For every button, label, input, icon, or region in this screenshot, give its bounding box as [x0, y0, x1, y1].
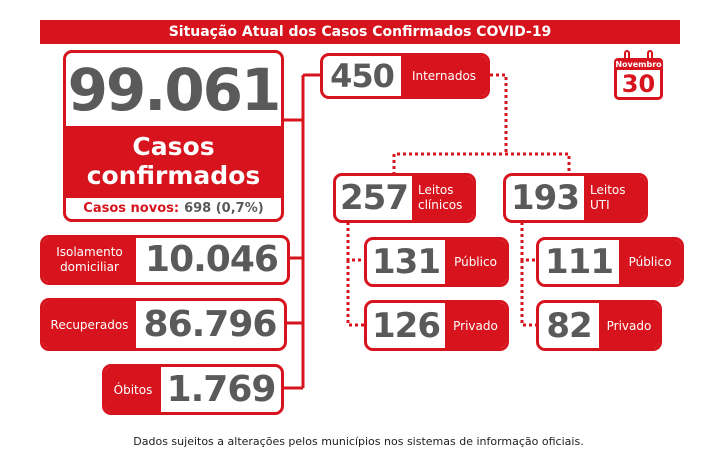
clinical-public-card: 131 Público: [364, 237, 509, 287]
hospitalized-value-box: 450: [323, 56, 401, 96]
icu-beds-label-line2: UTI: [590, 198, 610, 212]
icu-private-label: Privado: [606, 318, 652, 333]
page-title: Situação Atual dos Casos Confirmados COV…: [168, 24, 552, 40]
icu-private-label-box: Privado: [599, 303, 659, 348]
icu-beds-value: 193: [511, 178, 580, 218]
isolation-label-line1: Isolamento: [56, 245, 123, 259]
clinical-private-card: 126 Privado: [364, 300, 509, 351]
confirmed-label-line2: confirmados: [86, 161, 261, 190]
icu-beds-value-box: 193: [506, 176, 584, 220]
header-banner: Situação Atual dos Casos Confirmados COV…: [40, 20, 680, 44]
icu-public-value-box: 111: [539, 240, 619, 284]
calendar-day-box: 30: [614, 70, 663, 100]
clinical-beds-card: 257 Leitos clínicos: [333, 173, 476, 223]
hospitalized-label-box: Internados: [401, 56, 487, 96]
icu-public-label-box: Público: [619, 240, 681, 284]
hospitalized-label: Internados: [411, 69, 477, 83]
calendar-month: Novembro: [614, 58, 663, 70]
clinical-beds-label-line2: clínicos: [418, 198, 463, 212]
clinical-private-label: Privado: [453, 318, 498, 333]
deaths-label: Óbitos: [113, 382, 153, 397]
icu-private-card: 82 Privado: [536, 300, 662, 351]
icu-public-value: 111: [545, 242, 614, 282]
clinical-private-label-box: Privado: [445, 303, 506, 348]
calendar-month-label: Novembro: [615, 59, 662, 69]
calendar-icon: Novembro 30: [614, 50, 663, 100]
footer-note: Dados sujeitos a alterações pelos municí…: [133, 434, 584, 448]
clinical-public-value: 131: [372, 242, 441, 282]
confirmed-value-box: 99.061: [66, 53, 281, 126]
recovered-card: Recuperados 86.796: [40, 298, 287, 351]
clinical-public-label: Público: [454, 255, 497, 269]
clinical-private-value-box: 126: [367, 303, 445, 348]
recovered-label-box: Recuperados: [43, 301, 136, 348]
isolation-value-box: 10.046: [136, 238, 287, 282]
isolation-card: Isolamento domiciliar 10.046: [40, 235, 290, 285]
deaths-card: Óbitos 1.769: [102, 364, 284, 415]
confirmed-label-box: Casos confirmados: [66, 126, 281, 198]
hospitalized-value: 450: [330, 57, 395, 95]
clinical-beds-label-line1: Leitos: [418, 183, 454, 197]
clinical-beds-value-box: 257: [336, 176, 412, 220]
deaths-value-box: 1.769: [161, 367, 281, 412]
confirmed-value: 99.061: [67, 55, 281, 124]
hospitalized-card: 450 Internados: [320, 53, 490, 99]
icu-public-card: 111 Público: [536, 237, 684, 287]
recovered-label: Recuperados: [50, 317, 129, 332]
deaths-label-box: Óbitos: [105, 367, 161, 412]
clinical-private-value: 126: [372, 305, 441, 346]
new-cases-label: Casos novos:: [83, 201, 180, 216]
icu-private-value: 82: [546, 305, 592, 346]
icu-private-value-box: 82: [539, 303, 599, 348]
deaths-value: 1.769: [166, 368, 277, 410]
clinical-public-value-box: 131: [367, 240, 445, 284]
confirmed-label-line1: Casos: [132, 132, 215, 162]
confirmed-cases-card: 99.061 Casos confirmados Casos novos: 69…: [63, 50, 284, 222]
clinical-beds-value: 257: [340, 178, 409, 218]
new-cases-value: 698 (0,7%): [184, 201, 264, 216]
icu-public-label: Público: [628, 255, 672, 269]
icu-beds-card: 193 Leitos UTI: [503, 173, 648, 223]
recovered-value-box: 86.796: [136, 301, 284, 348]
clinical-beds-label-box: Leitos clínicos: [412, 176, 473, 220]
icu-beds-label-line1: Leitos: [590, 183, 626, 197]
recovered-value: 86.796: [143, 303, 278, 345]
new-cases-row: Casos novos: 698 (0,7%): [66, 198, 281, 219]
icu-beds-label-box: Leitos UTI: [584, 176, 645, 220]
isolation-value: 10.046: [145, 239, 279, 280]
isolation-label-box: Isolamento domiciliar: [43, 238, 136, 282]
footer: Dados sujeitos a alterações pelos municí…: [0, 432, 717, 450]
isolation-label-line2: domiciliar: [60, 260, 119, 274]
clinical-public-label-box: Público: [445, 240, 506, 284]
calendar-day: 30: [621, 69, 656, 98]
